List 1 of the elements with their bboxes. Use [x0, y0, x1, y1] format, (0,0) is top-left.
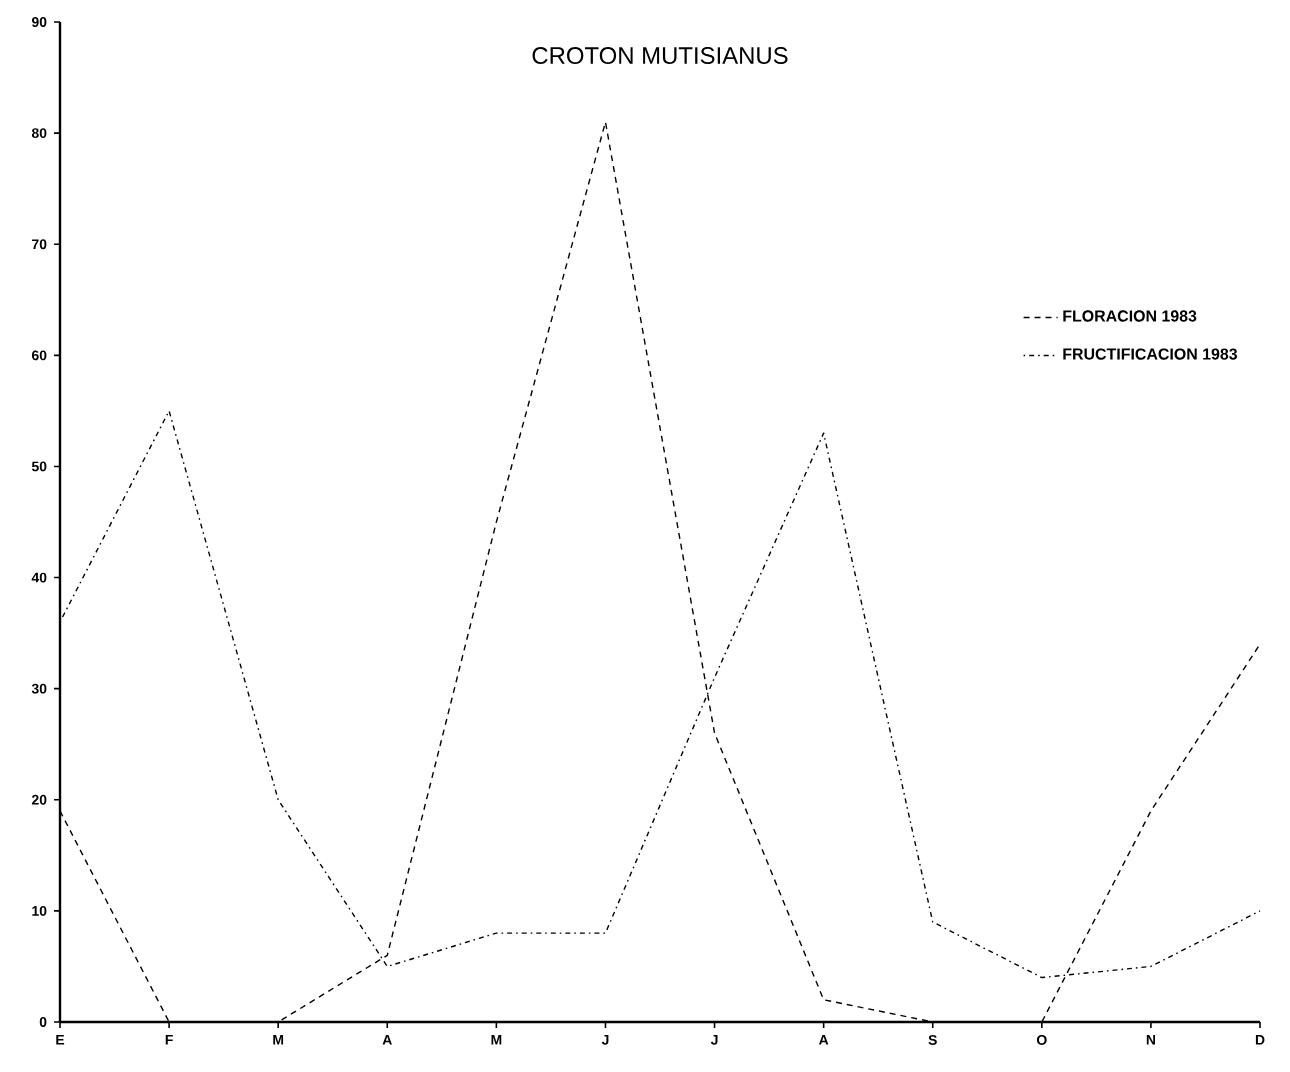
text: CROTON MUTISIANUS	[532, 47, 788, 64]
